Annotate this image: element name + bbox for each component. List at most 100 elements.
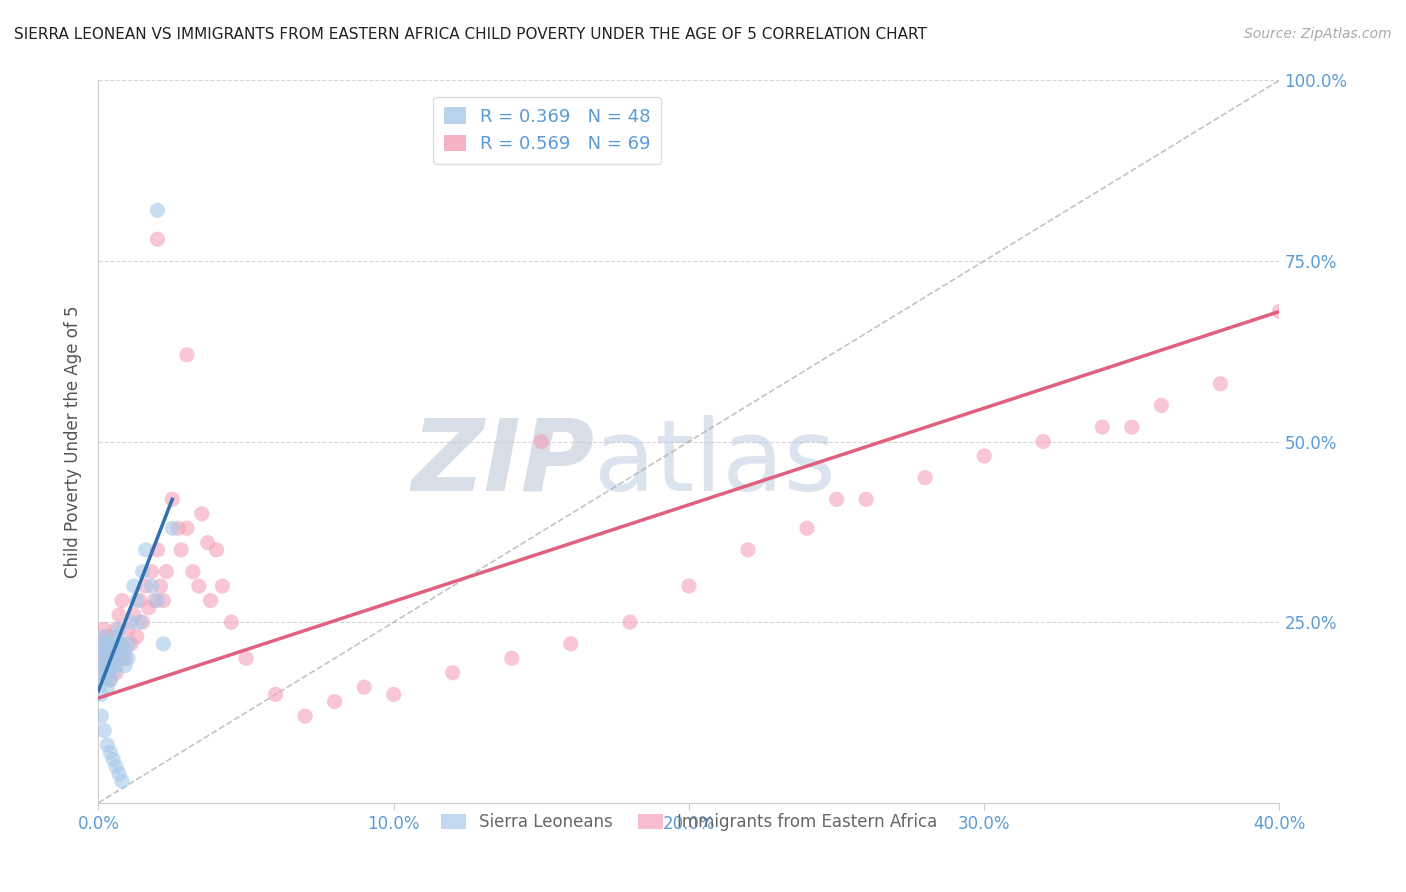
Point	[111, 651, 134, 665]
Point	[105, 658, 128, 673]
Point	[105, 665, 128, 680]
Point	[323, 695, 346, 709]
Point	[90, 687, 112, 701]
Point	[146, 232, 169, 246]
Point	[141, 565, 163, 579]
Point	[105, 630, 128, 644]
Point	[90, 651, 112, 665]
Point	[103, 651, 125, 665]
Text: Source: ZipAtlas.com: Source: ZipAtlas.com	[1244, 27, 1392, 41]
Point	[1268, 304, 1291, 318]
Point	[235, 651, 257, 665]
Point	[108, 623, 131, 637]
Point	[294, 709, 316, 723]
Text: ZIP: ZIP	[412, 415, 595, 512]
Point	[90, 709, 112, 723]
Point	[560, 637, 582, 651]
Point	[120, 637, 142, 651]
Point	[1032, 434, 1054, 449]
Point	[162, 492, 183, 507]
Point	[98, 745, 121, 759]
Point	[114, 651, 136, 665]
Point	[141, 579, 163, 593]
Point	[108, 767, 131, 781]
Point	[96, 680, 118, 694]
Point	[96, 651, 118, 665]
Point	[149, 579, 172, 593]
Point	[1150, 398, 1173, 412]
Point	[146, 203, 169, 218]
Point	[105, 623, 128, 637]
Point	[103, 665, 125, 680]
Point	[122, 607, 145, 622]
Point	[96, 738, 118, 752]
Point	[825, 492, 848, 507]
Point	[205, 542, 228, 557]
Point	[120, 615, 142, 630]
Legend: Sierra Leoneans, Immigrants from Eastern Africa: Sierra Leoneans, Immigrants from Eastern…	[434, 806, 943, 838]
Point	[90, 637, 112, 651]
Point	[96, 658, 118, 673]
Point	[211, 579, 233, 593]
Point	[111, 637, 134, 651]
Point	[93, 651, 115, 665]
Point	[98, 644, 121, 658]
Point	[619, 615, 641, 630]
Point	[152, 593, 174, 607]
Point	[221, 615, 243, 630]
Point	[98, 658, 121, 673]
Point	[501, 651, 523, 665]
Point	[973, 449, 995, 463]
Point	[441, 665, 464, 680]
Point	[117, 637, 139, 651]
Point	[93, 630, 115, 644]
Point	[152, 637, 174, 651]
Point	[103, 752, 125, 766]
Point	[93, 644, 115, 658]
Point	[176, 521, 198, 535]
Point	[146, 593, 169, 607]
Point	[176, 348, 198, 362]
Point	[98, 673, 121, 687]
Point	[128, 593, 150, 607]
Point	[111, 774, 134, 789]
Point	[135, 579, 157, 593]
Point	[90, 665, 112, 680]
Point	[103, 651, 125, 665]
Point	[170, 542, 193, 557]
Point	[167, 521, 190, 535]
Point	[191, 507, 214, 521]
Point	[98, 644, 121, 658]
Point	[108, 651, 131, 665]
Point	[117, 623, 139, 637]
Point	[125, 593, 148, 607]
Point	[90, 665, 112, 680]
Point	[1209, 376, 1232, 391]
Point	[132, 565, 155, 579]
Point	[125, 630, 148, 644]
Point	[162, 521, 183, 535]
Point	[103, 637, 125, 651]
Point	[264, 687, 287, 701]
Point	[155, 565, 177, 579]
Point	[796, 521, 818, 535]
Point	[96, 630, 118, 644]
Point	[737, 542, 759, 557]
Point	[678, 579, 700, 593]
Point	[114, 658, 136, 673]
Point	[855, 492, 877, 507]
Point	[1091, 420, 1114, 434]
Point	[96, 665, 118, 680]
Point	[132, 615, 155, 630]
Point	[105, 644, 128, 658]
Point	[105, 760, 128, 774]
Point	[135, 542, 157, 557]
Point	[117, 651, 139, 665]
Point	[914, 470, 936, 484]
Point	[90, 637, 112, 651]
Point	[143, 593, 166, 607]
Point	[382, 687, 405, 701]
Point	[98, 673, 121, 687]
Point	[108, 607, 131, 622]
Point	[114, 644, 136, 658]
